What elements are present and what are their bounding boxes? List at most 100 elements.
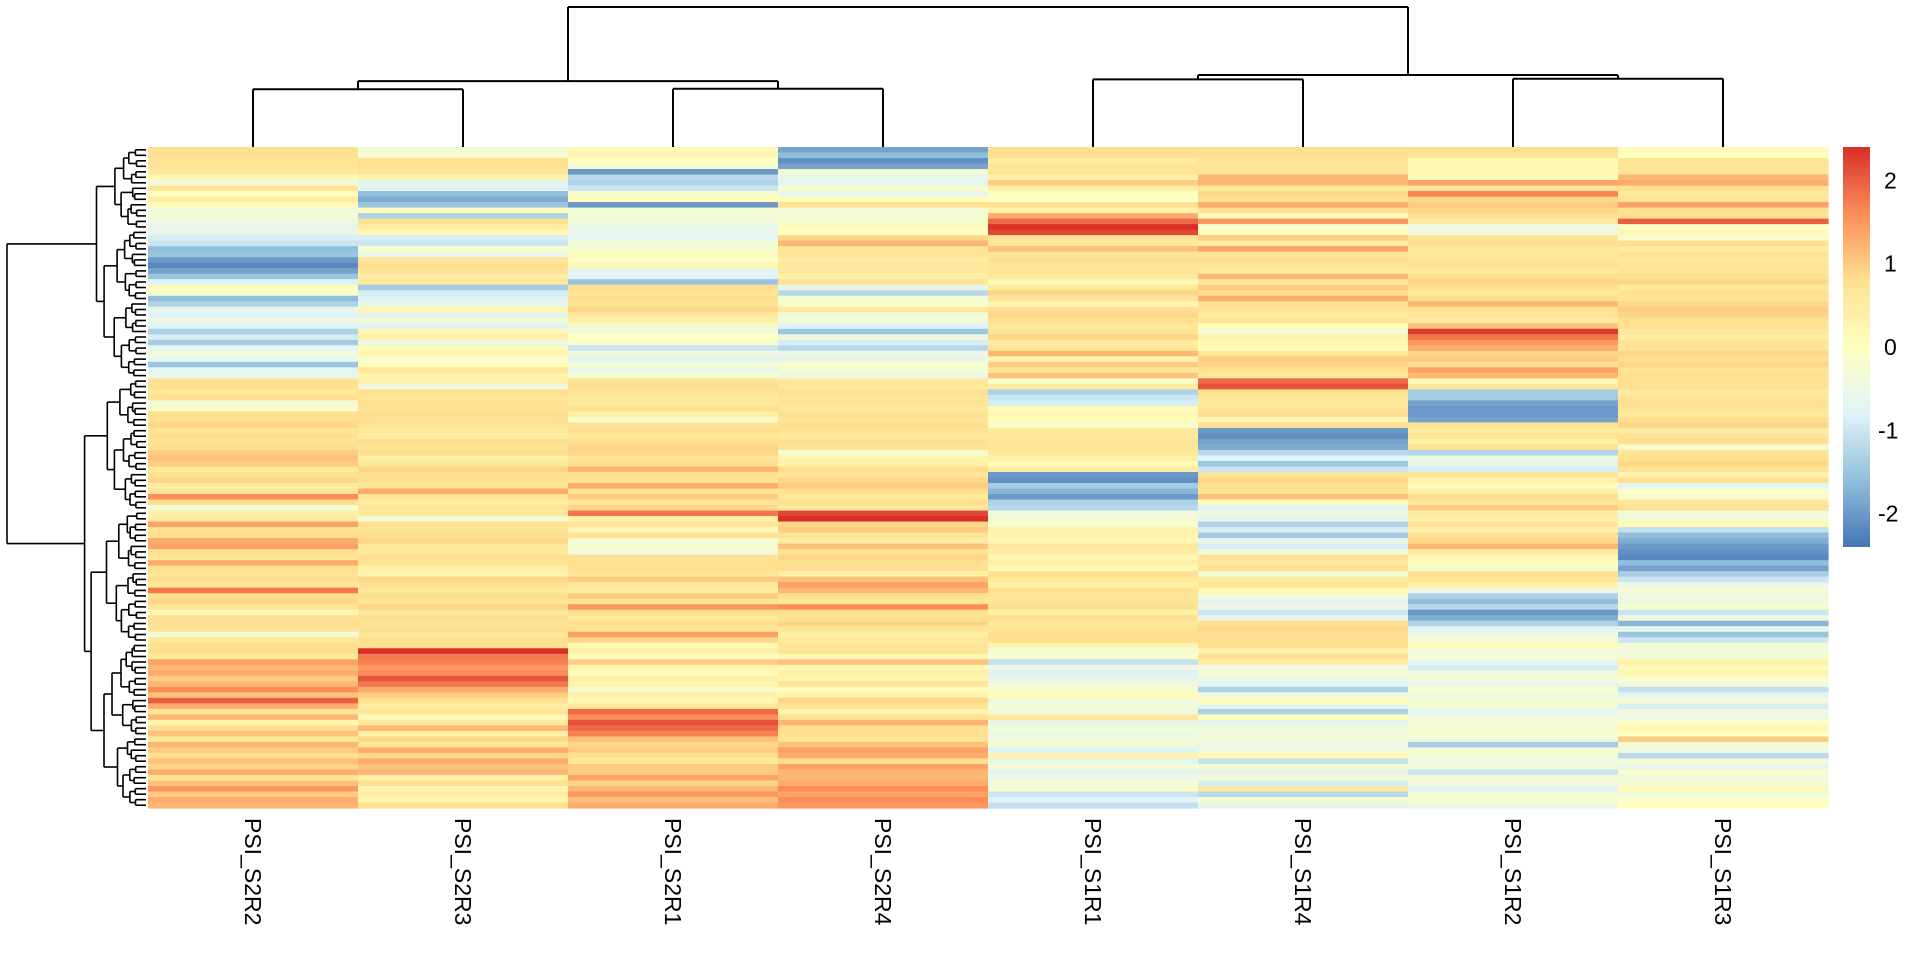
heatmap-cell <box>988 471 1199 479</box>
heatmap-cell <box>1408 730 1619 737</box>
heatmap-cell <box>1618 521 1829 528</box>
heatmap-cell <box>1408 554 1619 561</box>
heatmap-cell <box>778 697 989 704</box>
heatmap-cell <box>358 631 569 638</box>
heatmap-cell <box>778 196 989 203</box>
heatmap-cell <box>1198 191 1409 198</box>
heatmap-cell <box>1198 466 1409 473</box>
heatmap-cell <box>988 796 1199 804</box>
heatmap-cell <box>1198 202 1409 209</box>
heatmap-cell <box>1408 758 1619 765</box>
heatmap-cell <box>1408 350 1619 357</box>
heatmap-cell <box>778 604 989 611</box>
heatmap-cell <box>988 229 1199 236</box>
heatmap-cell <box>358 719 569 726</box>
heatmap-cell <box>1618 686 1829 693</box>
heatmap-cell <box>358 626 569 633</box>
heatmap-cell <box>568 780 779 787</box>
heatmap-cell <box>148 598 359 605</box>
heatmap-cell <box>1408 714 1619 721</box>
heatmap-cell <box>1408 543 1619 550</box>
heatmap-cell <box>148 191 359 198</box>
heatmap-cell <box>778 593 989 600</box>
heatmap-cell <box>148 631 359 638</box>
heatmap-cell <box>1618 334 1829 341</box>
heatmap-cell <box>568 411 779 418</box>
heatmap-cell <box>358 664 569 671</box>
heatmap-cell <box>1198 152 1409 159</box>
heatmap-cell <box>358 383 569 390</box>
heatmap-cell <box>988 268 1199 275</box>
heatmap-cell <box>568 257 779 264</box>
heatmap-cell <box>988 163 1199 170</box>
heatmap-cell <box>568 273 779 280</box>
heatmap-cell <box>568 681 779 688</box>
heatmap-cell <box>568 582 779 589</box>
heatmap-cell <box>778 576 989 583</box>
heatmap-cell <box>1408 323 1619 330</box>
heatmap-cell <box>1408 582 1619 589</box>
legend-color-bar <box>1843 147 1870 547</box>
heatmap-cell <box>1198 554 1409 561</box>
heatmap-cell <box>1408 686 1619 693</box>
heatmap-cell <box>148 730 359 737</box>
heatmap-cell <box>1618 538 1829 545</box>
heatmap-cell <box>358 769 569 776</box>
heatmap-cell <box>358 213 569 220</box>
heatmap-cell <box>1198 301 1409 308</box>
heatmap-cell <box>778 257 989 264</box>
heatmap-cell <box>568 367 779 374</box>
heatmap-cell <box>568 438 779 446</box>
heatmap-cell <box>568 312 779 319</box>
heatmap-cell <box>568 642 779 649</box>
heatmap-cell <box>1408 648 1619 655</box>
heatmap-cell <box>1618 301 1829 308</box>
heatmap-cell <box>358 202 569 209</box>
heatmap-cell <box>1618 532 1829 539</box>
heatmap-cell <box>148 306 359 313</box>
heatmap-cell <box>1408 268 1619 275</box>
heatmap-cell <box>988 383 1199 390</box>
heatmap-cell <box>1198 615 1409 622</box>
heatmap-cell <box>1198 284 1409 291</box>
heatmap-cell <box>568 334 779 341</box>
heatmap-cell <box>778 631 989 638</box>
heatmap-cell <box>988 521 1199 528</box>
heatmap-cell <box>1408 356 1619 363</box>
heatmap-cell <box>148 290 359 297</box>
heatmap-cell <box>1198 411 1409 418</box>
heatmap-cell <box>148 174 359 181</box>
heatmap-cell <box>1198 620 1409 627</box>
heatmap-cell <box>1408 725 1619 732</box>
heatmap-cell <box>568 543 779 550</box>
heatmap-cell <box>148 312 359 319</box>
heatmap-cell <box>1618 218 1829 225</box>
heatmap-cell <box>988 174 1199 181</box>
heatmap-cell <box>358 196 569 203</box>
heatmap-cell <box>1198 433 1409 440</box>
heatmap-cell <box>778 714 989 721</box>
heatmap-cell <box>778 609 989 616</box>
heatmap-cell <box>568 571 779 578</box>
heatmap-cell <box>568 169 779 176</box>
heatmap-cell <box>358 416 569 424</box>
heatmap-cell <box>988 785 1199 793</box>
heatmap-cell <box>568 455 779 462</box>
heatmap-cell <box>1408 615 1619 622</box>
heatmap-cell <box>568 251 779 258</box>
heatmap-cell <box>988 747 1199 754</box>
heatmap-cell <box>148 538 359 545</box>
heatmap-cell <box>148 736 359 743</box>
heatmap-cell <box>778 758 989 765</box>
heatmap-cell <box>568 686 779 693</box>
heatmap-cell <box>988 422 1199 429</box>
heatmap-cell <box>358 736 569 743</box>
heatmap-cell <box>568 494 779 501</box>
heatmap-cell <box>988 571 1199 578</box>
heatmap-cell <box>358 246 569 253</box>
heatmap-cell <box>988 516 1199 523</box>
heatmap-cell <box>1198 785 1409 793</box>
heatmap-cell <box>358 494 569 501</box>
heatmap-cell <box>148 185 359 192</box>
heatmap-cell <box>1198 306 1409 313</box>
